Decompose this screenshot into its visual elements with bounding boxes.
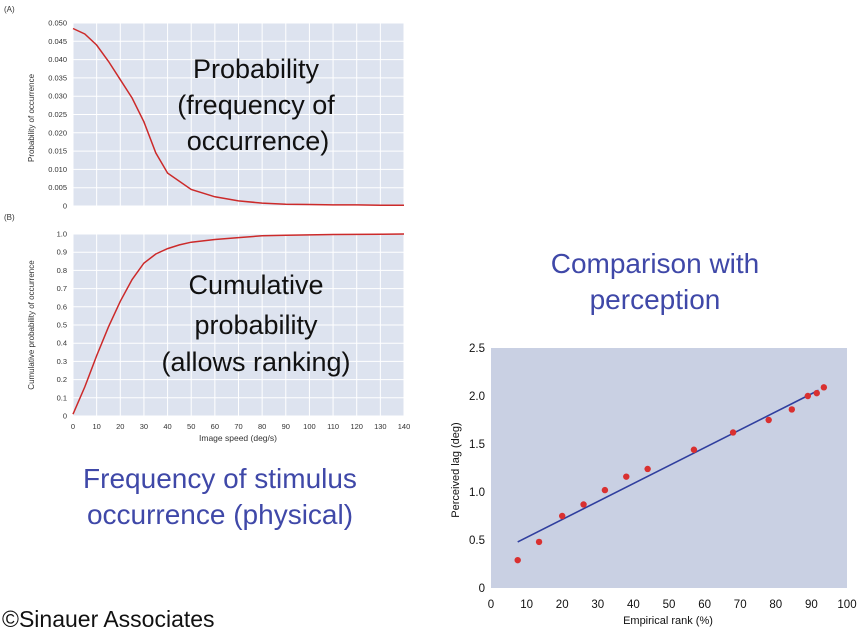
scatter-fit-line xyxy=(517,389,819,543)
panel-a-overlay-line-3: occurrence) xyxy=(187,126,330,156)
scatter-points xyxy=(514,384,828,564)
scatter-x-tick-label: 80 xyxy=(769,599,782,611)
panel-a-probability-curve xyxy=(72,27,404,207)
scatter-x-tick-label: 50 xyxy=(663,599,676,611)
scatter-point xyxy=(813,389,820,397)
scatter-x-tick-label: 90 xyxy=(805,599,818,611)
panel-a-overlay-line-1: Probability xyxy=(193,54,320,84)
x-tick-label: 20 xyxy=(116,422,124,431)
scatter-y-tick-label: 0 xyxy=(479,583,485,595)
x-tick-label: 0 xyxy=(71,422,75,431)
x-tick-label: 30 xyxy=(140,422,148,431)
scatter-x-tick-label: 30 xyxy=(591,599,604,611)
y-tick-label: 0.030 xyxy=(48,92,67,101)
panel-a-grid xyxy=(72,22,405,207)
scatter-x-tick-label: 0 xyxy=(488,599,494,611)
scatter-point xyxy=(601,486,609,494)
panel-b-x-ticks: 0 10 20 30 40 50 60 70 80 90 100 110 120 130 140 xyxy=(71,422,410,431)
scatter-x-tick-label: 10 xyxy=(520,599,533,611)
x-tick-label: 70 xyxy=(234,422,242,431)
x-tick-label: 140 xyxy=(398,422,411,431)
x-tick-label: 120 xyxy=(350,422,363,431)
y-tick-label: 0.9 xyxy=(57,248,67,257)
scatter-point xyxy=(623,473,630,480)
scatter-x-axis-label: Empirical rank (%) xyxy=(623,615,713,627)
y-tick-label: 0.040 xyxy=(48,55,67,64)
x-tick-label: 100 xyxy=(303,422,316,431)
copyright-credit: ©Sinauer Associates xyxy=(2,606,215,632)
x-tick-label: 60 xyxy=(211,422,219,431)
scatter-point xyxy=(559,512,566,520)
scatter-point xyxy=(644,465,651,473)
y-tick-label: 0.020 xyxy=(48,128,67,137)
panel-a-y-axis-label: Probability of occurrence xyxy=(27,73,36,162)
y-tick-label: 0.015 xyxy=(48,147,67,156)
scatter-y-tick-label: 2.5 xyxy=(469,343,485,355)
y-tick-label: 0.045 xyxy=(48,37,67,46)
scatter-point xyxy=(729,429,737,436)
x-tick-label: 130 xyxy=(374,422,387,431)
scatter-x-tick-label: 70 xyxy=(734,599,747,611)
y-tick-label: 0.1 xyxy=(57,393,67,402)
scatter-y-axis-label: Perceived lag (deg) xyxy=(450,422,462,517)
y-tick-label: 0.025 xyxy=(48,110,67,119)
panel-b-y-ticks: 0 0.1 0.2 0.3 0.4 0.5 0.6 0.7 0.8 0.9 1.0 xyxy=(57,230,67,421)
x-tick-label: 50 xyxy=(187,422,195,431)
y-tick-label: 0.7 xyxy=(57,284,67,293)
scatter-point xyxy=(765,416,772,424)
y-tick-label: 0.005 xyxy=(48,183,67,192)
y-tick-label: 0.8 xyxy=(57,266,67,275)
scatter-point xyxy=(788,406,796,413)
y-tick-label: 0.010 xyxy=(48,165,67,174)
y-tick-label: 0.2 xyxy=(57,375,67,384)
scatter-point xyxy=(820,384,828,391)
scatter-x-ticks: 0 10 20 30 40 50 60 70 80 90 100 xyxy=(488,599,857,611)
y-tick-label: 0.050 xyxy=(48,19,67,28)
scatter-y-tick-label: 1.0 xyxy=(469,487,485,499)
y-tick-label: 0.5 xyxy=(57,321,67,330)
scatter-plot-background xyxy=(491,348,847,588)
panel-b-overlay-line-2: probability xyxy=(194,310,318,340)
panel-b-y-axis-label: Cumulative probability of occurrence xyxy=(27,260,36,390)
panel-a-y-ticks: 0 0.005 0.010 0.015 0.020 0.025 0.030 0.035 0.04… xyxy=(48,19,67,211)
scatter-point xyxy=(580,501,587,508)
x-tick-label: 10 xyxy=(92,422,100,431)
x-tick-label: 80 xyxy=(258,422,266,431)
scatter-y-tick-label: 0.5 xyxy=(469,535,485,547)
panel-b-overlay-line-3: (allows ranking) xyxy=(161,347,350,377)
scatter-x-tick-label: 40 xyxy=(627,599,640,611)
y-tick-label: 0.6 xyxy=(57,302,67,311)
scatter-point xyxy=(535,538,543,546)
scatter-point xyxy=(804,392,812,400)
panel-label-b: (B) xyxy=(4,213,15,222)
x-tick-label: 40 xyxy=(163,422,171,431)
scatter-x-tick-label: 60 xyxy=(698,599,711,611)
scatter-y-ticks: 0 0.5 1.0 1.5 2.0 2.5 xyxy=(469,343,485,595)
scatter-x-tick-label: 100 xyxy=(837,599,856,611)
panel-b-x-axis-label: Image speed (deg/s) xyxy=(199,433,277,443)
panel-b-overlay-line-1: Cumulative xyxy=(188,270,323,300)
y-tick-label: 0.3 xyxy=(57,357,67,366)
scatter-x-tick-label: 20 xyxy=(556,599,569,611)
scatter-point xyxy=(514,556,521,564)
x-tick-label: 90 xyxy=(282,422,290,431)
y-tick-label: 0 xyxy=(63,412,67,421)
x-tick-label: 110 xyxy=(327,422,339,431)
y-tick-label: 0.4 xyxy=(57,339,67,348)
panel-a-overlay-line-2: (frequency of xyxy=(177,90,335,120)
y-tick-label: 0.035 xyxy=(48,73,67,82)
frequency-caption: Frequency of stimulus occurrence (physic… xyxy=(83,463,357,530)
scatter-y-tick-label: 2.0 xyxy=(469,391,485,403)
panel-b-grid xyxy=(72,233,405,417)
scatter-point xyxy=(690,446,698,453)
y-tick-label: 1.0 xyxy=(57,230,67,239)
panel-b-cumulative-curve xyxy=(72,233,405,415)
comparison-caption: Comparison with perception xyxy=(550,248,760,315)
panel-label-a: (A) xyxy=(4,5,15,14)
y-tick-label: 0 xyxy=(63,202,67,211)
scatter-y-tick-label: 1.5 xyxy=(469,439,485,451)
